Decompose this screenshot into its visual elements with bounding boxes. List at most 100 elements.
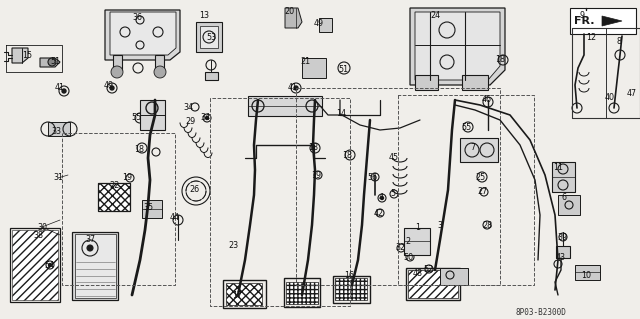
Text: 41: 41: [288, 83, 298, 92]
Text: 19: 19: [311, 170, 321, 180]
Polygon shape: [142, 200, 162, 218]
Circle shape: [381, 197, 383, 199]
Polygon shape: [440, 268, 468, 285]
Bar: [226, 283, 262, 305]
Text: 19: 19: [122, 174, 132, 182]
Text: 55: 55: [461, 122, 471, 131]
Polygon shape: [460, 138, 498, 162]
Text: 2: 2: [405, 238, 411, 247]
Text: 32: 32: [395, 243, 405, 253]
Text: 13: 13: [199, 11, 209, 19]
Polygon shape: [302, 58, 326, 78]
Text: 23: 23: [228, 241, 238, 249]
Text: 35: 35: [143, 204, 153, 212]
Polygon shape: [155, 55, 164, 70]
Text: 18: 18: [342, 151, 352, 160]
Bar: [286, 282, 318, 304]
Text: 18: 18: [308, 144, 318, 152]
Text: 9: 9: [579, 11, 584, 19]
Text: 37: 37: [85, 235, 95, 244]
Polygon shape: [40, 58, 60, 67]
Polygon shape: [558, 195, 580, 215]
Text: 4: 4: [378, 194, 383, 203]
Bar: [98, 183, 130, 211]
Text: 53: 53: [206, 33, 216, 42]
Polygon shape: [200, 26, 218, 48]
Text: 25: 25: [476, 173, 486, 182]
Text: 36: 36: [132, 13, 142, 23]
Text: 3: 3: [438, 221, 442, 231]
Text: 27: 27: [477, 188, 487, 197]
Polygon shape: [410, 8, 505, 85]
Polygon shape: [578, 10, 594, 22]
Circle shape: [111, 66, 123, 78]
Text: 15: 15: [22, 51, 32, 61]
Text: 54: 54: [44, 261, 54, 270]
Polygon shape: [105, 10, 180, 60]
Text: 30: 30: [37, 222, 47, 232]
Polygon shape: [110, 12, 176, 55]
Circle shape: [110, 86, 114, 90]
Circle shape: [154, 66, 166, 78]
Text: 33: 33: [51, 128, 61, 137]
Text: 5: 5: [390, 189, 396, 198]
Text: 46: 46: [482, 95, 492, 105]
Text: 45: 45: [389, 152, 399, 161]
Polygon shape: [552, 162, 575, 192]
Text: 34: 34: [183, 102, 193, 112]
Text: 11: 11: [553, 162, 563, 172]
Text: 21: 21: [300, 57, 310, 66]
Bar: [408, 270, 458, 298]
Text: 8P03-B2300D: 8P03-B2300D: [516, 308, 567, 317]
Text: 16: 16: [344, 271, 354, 279]
Circle shape: [48, 58, 56, 66]
Polygon shape: [196, 22, 222, 52]
Bar: [570, 8, 636, 34]
Text: 49: 49: [314, 19, 324, 27]
Text: 44: 44: [170, 213, 180, 222]
Text: 24: 24: [430, 11, 440, 20]
Polygon shape: [556, 246, 570, 258]
Text: 7: 7: [470, 144, 476, 152]
Polygon shape: [462, 75, 488, 90]
Text: 29: 29: [185, 116, 195, 125]
Polygon shape: [415, 12, 500, 80]
Text: 22: 22: [110, 181, 120, 189]
Text: 47: 47: [627, 88, 637, 98]
Polygon shape: [12, 48, 28, 63]
Polygon shape: [285, 8, 302, 28]
Bar: [335, 278, 367, 300]
Text: 28: 28: [482, 220, 492, 229]
Polygon shape: [575, 265, 600, 280]
Polygon shape: [48, 122, 70, 136]
Text: FR.: FR.: [573, 16, 595, 26]
Polygon shape: [205, 72, 218, 80]
Circle shape: [62, 89, 66, 93]
Text: 56: 56: [367, 174, 377, 182]
Polygon shape: [113, 55, 122, 70]
Text: 42: 42: [374, 209, 384, 218]
Polygon shape: [140, 100, 165, 130]
Text: 49: 49: [104, 81, 114, 91]
Polygon shape: [404, 228, 430, 255]
Text: 17: 17: [232, 292, 242, 300]
Text: 14: 14: [336, 109, 346, 118]
Circle shape: [87, 245, 93, 251]
Polygon shape: [72, 232, 118, 300]
Text: 38: 38: [33, 232, 43, 241]
Circle shape: [294, 86, 298, 90]
Text: 51: 51: [50, 57, 60, 66]
Text: 55: 55: [132, 113, 142, 122]
Text: 18: 18: [495, 56, 505, 64]
Text: 18: 18: [134, 145, 144, 154]
Circle shape: [49, 263, 51, 266]
Text: 6: 6: [561, 192, 566, 202]
Text: 39: 39: [557, 233, 567, 241]
Text: 12: 12: [586, 33, 596, 42]
Bar: [12, 230, 58, 300]
Text: 43: 43: [556, 254, 566, 263]
Text: 52: 52: [423, 264, 433, 273]
Text: 50: 50: [403, 253, 413, 262]
Text: 41: 41: [55, 83, 65, 92]
Text: 1: 1: [415, 224, 420, 233]
